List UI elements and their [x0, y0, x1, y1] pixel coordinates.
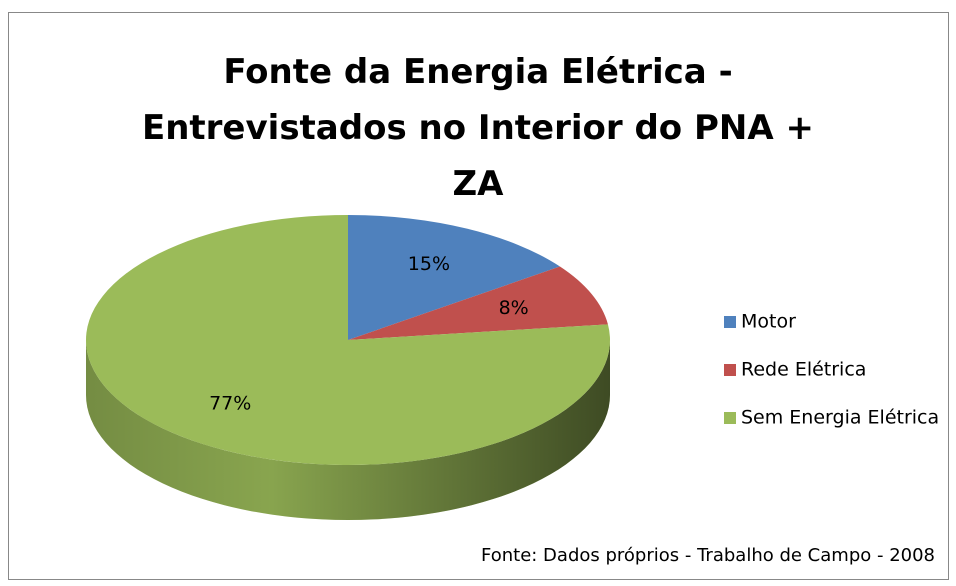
legend-swatch — [724, 316, 736, 328]
data-label: 77% — [209, 392, 251, 414]
data-label: 15% — [408, 253, 450, 275]
data-label: 8% — [499, 297, 529, 319]
slice — [86, 215, 611, 465]
legend-swatch — [724, 412, 736, 424]
legend-label: Rede Elétrica — [741, 359, 866, 381]
slice — [348, 266, 608, 340]
slice — [348, 215, 560, 340]
side-shade — [86, 340, 610, 520]
legend-label: Sem Energia Elétrica — [741, 407, 939, 429]
legend-label: Motor — [741, 311, 796, 333]
annotation: Fonte: Dados próprios - Trabalho de Camp… — [481, 545, 935, 566]
chart-title: Fonte da Energia Elétrica - Entrevistado… — [141, 52, 815, 204]
legend-swatch — [724, 364, 736, 376]
pie: 15% 8% 77% — [86, 215, 611, 520]
